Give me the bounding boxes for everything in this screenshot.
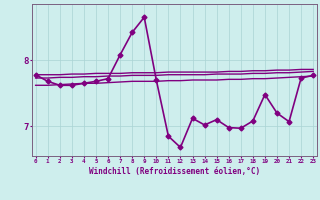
X-axis label: Windchill (Refroidissement éolien,°C): Windchill (Refroidissement éolien,°C) bbox=[89, 167, 260, 176]
